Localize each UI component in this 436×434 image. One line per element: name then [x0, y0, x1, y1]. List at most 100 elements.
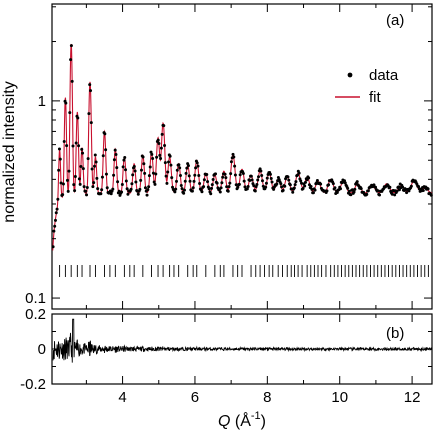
data-point — [157, 141, 161, 145]
data-point — [170, 176, 174, 180]
data-point — [66, 189, 70, 193]
data-point — [243, 185, 247, 189]
data-point — [198, 181, 202, 185]
data-point — [206, 180, 210, 184]
data-point — [191, 186, 195, 190]
data-point — [154, 172, 158, 176]
data-point — [125, 187, 129, 191]
data-point — [86, 157, 90, 161]
data-point — [104, 148, 108, 152]
data-point — [277, 178, 281, 182]
data-point — [177, 163, 181, 167]
data-point — [401, 185, 405, 189]
data-point — [245, 187, 249, 191]
data-point — [205, 173, 209, 176]
data-point — [82, 185, 86, 189]
data-point — [124, 168, 128, 172]
data-point — [61, 182, 65, 186]
data-point — [56, 197, 60, 201]
data-point — [346, 186, 350, 190]
data-point — [122, 158, 126, 162]
data-point — [87, 112, 91, 116]
data-point — [353, 187, 357, 191]
data-point — [288, 183, 292, 187]
data-point — [120, 183, 124, 187]
data-point — [74, 141, 78, 145]
panel-b-x-ticks: 4 6 8 10 12 — [85, 314, 420, 406]
data-point — [207, 187, 211, 191]
data-point — [231, 152, 235, 156]
data-point — [202, 178, 206, 182]
data-point — [291, 190, 295, 194]
data-point — [58, 157, 62, 161]
data-point — [233, 164, 237, 168]
data-point — [300, 181, 303, 185]
data-point — [81, 167, 85, 171]
data-point — [313, 188, 317, 192]
data-point — [111, 187, 115, 191]
data-point — [113, 148, 117, 152]
data-point — [319, 182, 323, 186]
data-point — [57, 147, 61, 151]
data-point — [69, 58, 73, 62]
data-point — [426, 187, 430, 191]
y-tick-label: 0.2 — [25, 306, 46, 323]
data-point — [185, 166, 189, 170]
data-point — [112, 173, 116, 177]
data-point — [260, 179, 264, 183]
data-point — [182, 188, 186, 192]
data-point — [265, 176, 269, 180]
data-point — [252, 184, 256, 188]
data-point — [225, 185, 229, 189]
data-point — [188, 179, 192, 183]
data-point — [126, 192, 130, 196]
data-point — [143, 171, 147, 175]
data-point — [84, 189, 88, 193]
data-point — [89, 89, 93, 93]
data-point — [248, 179, 252, 183]
data-point — [160, 132, 164, 136]
panel-a-frame — [51, 3, 433, 310]
legend-fit-label: fit — [369, 89, 382, 106]
data-point — [65, 178, 69, 182]
data-point — [194, 166, 198, 170]
x-tick-label: 10 — [331, 389, 348, 406]
data-point — [218, 190, 222, 194]
data-point — [142, 162, 146, 166]
data-point — [163, 161, 167, 165]
data-point — [233, 173, 237, 177]
data-point — [192, 179, 196, 183]
data-point — [214, 172, 218, 176]
panel-b: 0.2 0 -0.2 4 6 8 10 12 (b) Q (Å-1) — [20, 306, 433, 430]
data-point — [395, 189, 399, 193]
data-point — [89, 121, 93, 125]
data-point — [169, 163, 173, 167]
data-point — [307, 176, 311, 180]
data-point — [96, 187, 100, 191]
data-point — [132, 164, 136, 168]
data-point — [202, 185, 206, 189]
data-point — [209, 192, 213, 196]
data-point — [303, 180, 307, 184]
data-point — [88, 83, 92, 87]
data-point — [283, 184, 287, 188]
panel-a-x-ticks — [85, 4, 413, 309]
data-point — [130, 182, 134, 186]
data-point — [92, 181, 96, 185]
data-point — [299, 179, 303, 183]
data-point — [250, 178, 254, 182]
data-point — [417, 185, 421, 189]
data-point — [100, 188, 104, 192]
reflection-ticks — [59, 265, 429, 277]
data-point — [64, 101, 68, 105]
data-point — [264, 185, 268, 189]
data-point — [343, 181, 347, 185]
data-point — [180, 187, 184, 191]
data-point — [260, 173, 264, 177]
data-point — [143, 186, 147, 190]
data-point — [366, 189, 370, 193]
data-point — [77, 177, 81, 181]
data-point — [69, 44, 73, 48]
data-point — [287, 178, 291, 182]
